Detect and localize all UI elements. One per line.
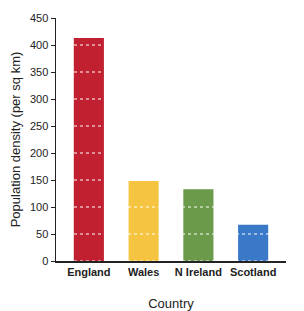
svg-text:0: 0 <box>42 255 48 267</box>
svg-text:N Ireland: N Ireland <box>175 266 222 278</box>
svg-text:400: 400 <box>30 39 48 51</box>
svg-text:200: 200 <box>30 147 48 159</box>
svg-text:Population density (per sq km): Population density (per sq km) <box>8 52 23 228</box>
svg-text:350: 350 <box>30 66 48 78</box>
svg-text:Country: Country <box>148 296 194 311</box>
svg-text:250: 250 <box>30 120 48 132</box>
svg-text:50: 50 <box>36 228 48 240</box>
svg-text:Scotland: Scotland <box>230 266 276 278</box>
svg-text:150: 150 <box>30 174 48 186</box>
svg-text:Wales: Wales <box>128 266 159 278</box>
svg-text:England: England <box>67 266 110 278</box>
svg-text:300: 300 <box>30 93 48 105</box>
svg-text:450: 450 <box>30 12 48 24</box>
svg-text:100: 100 <box>30 201 48 213</box>
